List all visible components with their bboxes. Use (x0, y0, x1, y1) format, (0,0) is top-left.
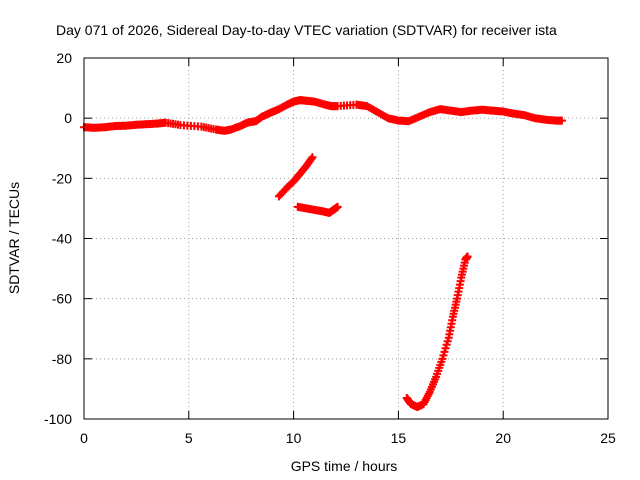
y-tick-label: -60 (52, 291, 72, 307)
x-tick-label: 10 (286, 430, 302, 446)
data-point (307, 154, 316, 163)
plot-frame (83, 57, 609, 420)
series-3 (402, 252, 472, 411)
axis-ticks: 0 5 10 15 20 25 -100 -80 -60 -40 -20 0 20 (44, 50, 616, 446)
x-tick-label: 0 (80, 430, 88, 446)
data-point (333, 202, 342, 211)
x-tick-label: 5 (185, 430, 193, 446)
data-marks (80, 96, 566, 411)
x-axis-label: GPS time / hours (291, 458, 398, 474)
y-tick-label: 0 (64, 110, 72, 126)
x-tick-label: 20 (495, 430, 511, 446)
data-point (557, 116, 566, 125)
y-tick-label: 20 (56, 50, 72, 66)
grid (84, 58, 608, 419)
series-1 (274, 153, 317, 201)
chart-title: Day 071 of 2026, Sidereal Day-to-day VTE… (56, 22, 557, 38)
y-tick-label: -20 (52, 170, 72, 186)
data-point (463, 252, 472, 261)
series-0 (80, 96, 566, 135)
series-2 (293, 202, 342, 217)
y-tick-label: -80 (52, 351, 72, 367)
y-axis-label: SDTVAR / TECUs (6, 182, 22, 294)
data-point (308, 153, 317, 162)
y-tick-label: -40 (52, 231, 72, 247)
y-tick-label: -100 (44, 411, 72, 427)
x-tick-label: 15 (391, 430, 407, 446)
x-tick-label: 25 (600, 430, 616, 446)
